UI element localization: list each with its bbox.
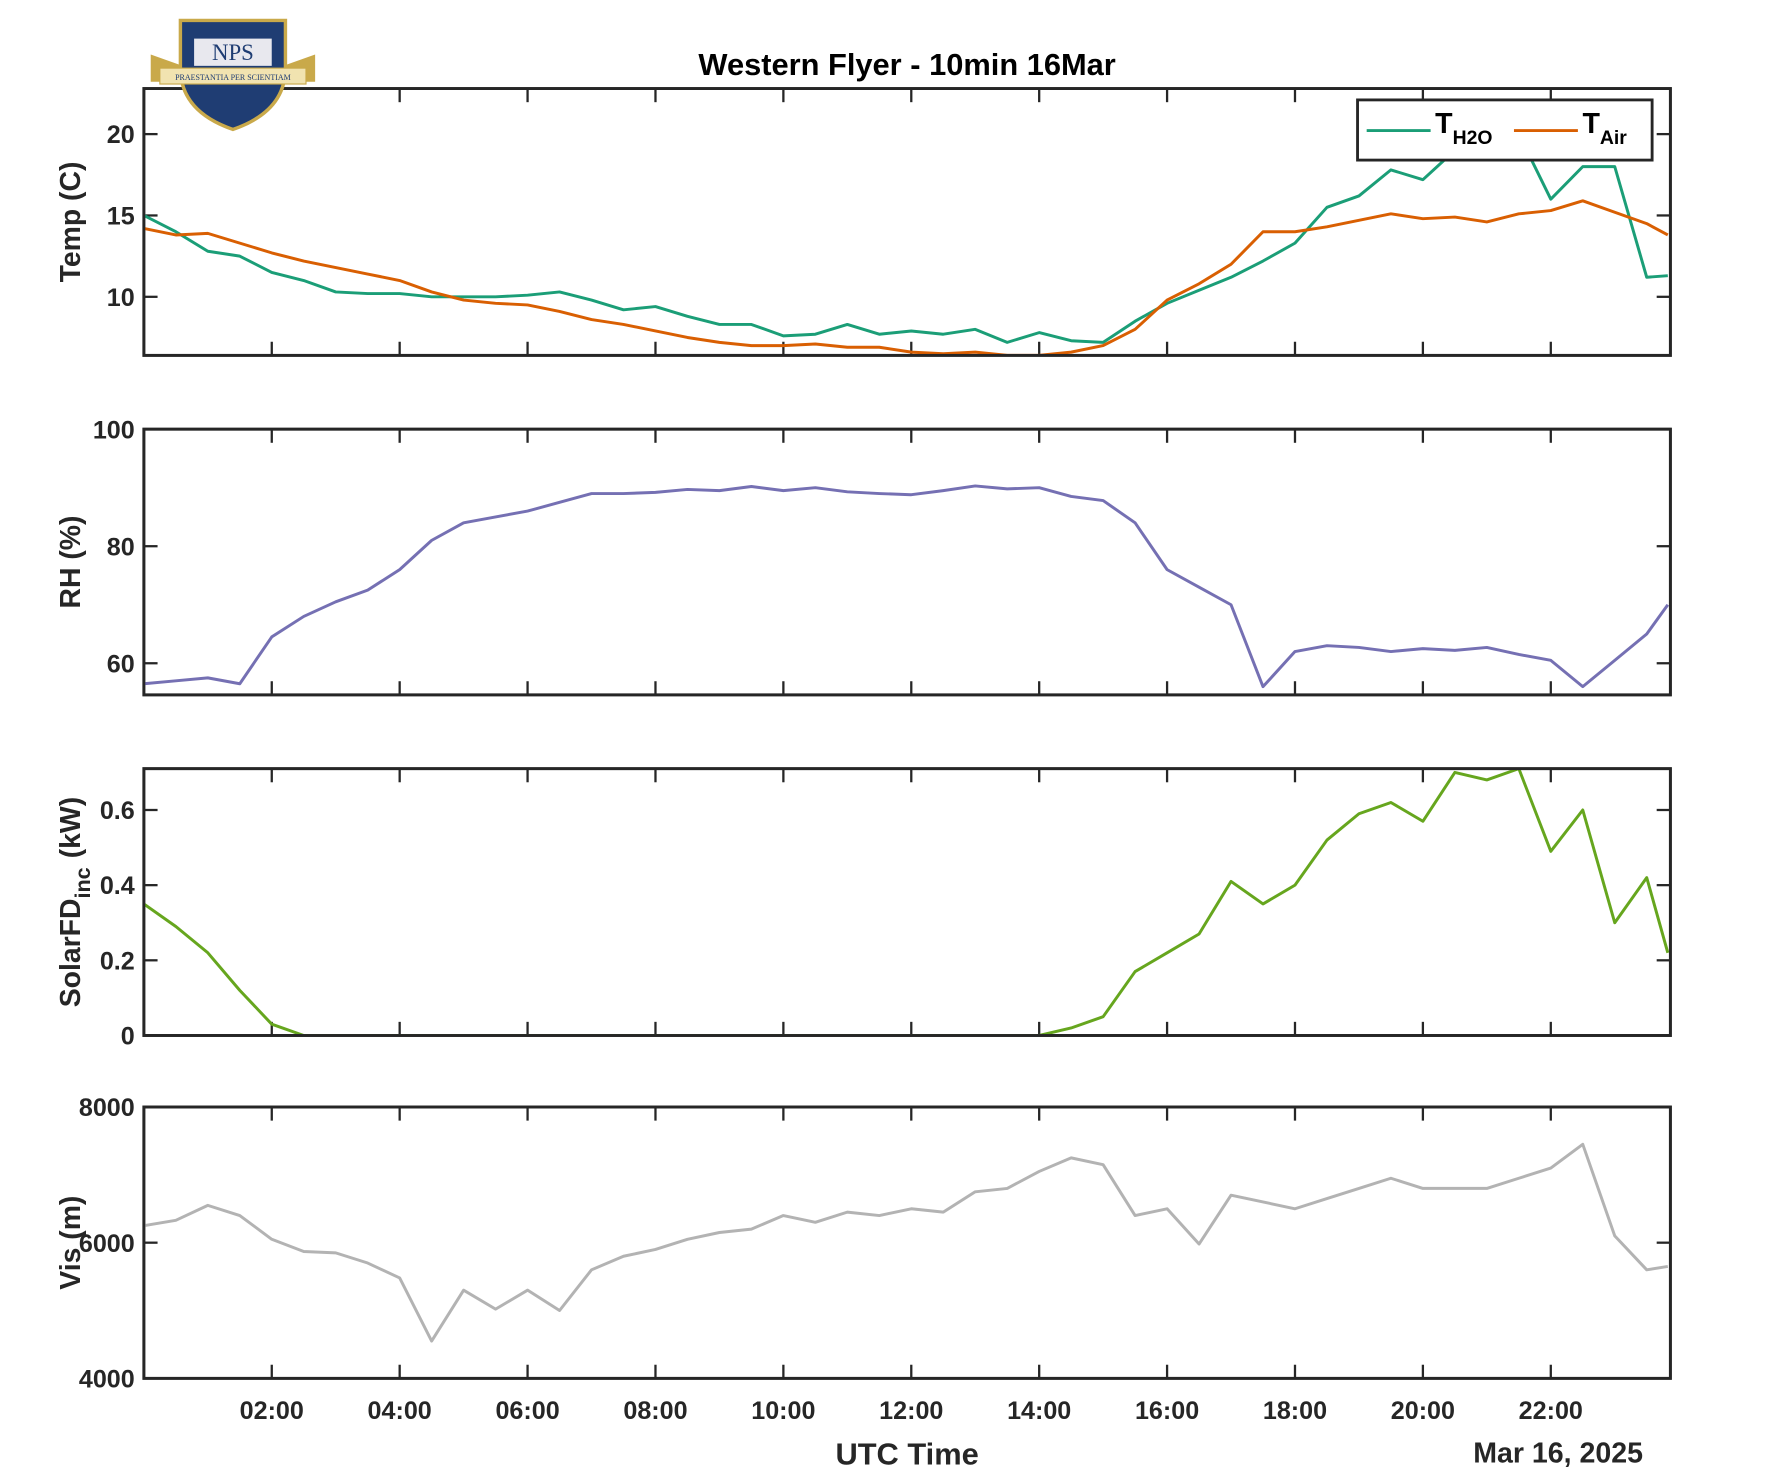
logo-plate <box>194 38 272 66</box>
legend-label-text: T <box>1582 108 1600 140</box>
axes-frame <box>142 767 1672 1037</box>
y-axis-label-text: SolarFD <box>55 899 87 1008</box>
plot-area <box>142 427 1672 697</box>
x-tick-label: 08:00 <box>623 1397 687 1425</box>
legend-label-sub: H2O <box>1453 127 1493 149</box>
y-tick-label: 4000 <box>79 1366 135 1394</box>
series-line <box>143 484 1670 689</box>
axes-frame <box>142 1105 1672 1380</box>
y-tick-label: 20 <box>107 121 135 149</box>
y-axis-label-text: Temp (C) <box>55 162 87 283</box>
y-tick-label: 0.4 <box>100 872 135 900</box>
axes: 02:00 04:00 06:00 08:00 10:00 12:00 14:00 16:00… <box>55 1094 1672 1472</box>
y-tick-label: 0.2 <box>100 947 135 975</box>
logo-banner <box>159 67 307 85</box>
axes-frame <box>142 87 1672 357</box>
series-line <box>143 1142 1669 1343</box>
x-tick-label: 22:00 <box>1519 1397 1583 1425</box>
series-line <box>143 768 1670 1036</box>
y-tick-label: 60 <box>107 650 135 678</box>
plot-area <box>142 767 1672 1037</box>
y-tick-label: 100 <box>93 416 135 444</box>
x-tick-label: 18:00 <box>1263 1397 1327 1425</box>
legend-label-sub: Air <box>1600 127 1627 149</box>
y-axis-label: Temp (C) <box>55 162 87 283</box>
legend-label: TH2O <box>1435 108 1492 149</box>
y-tick-label: 80 <box>107 533 135 561</box>
logo: NPS PRAESTANTIA PER SCIENTIAM <box>150 18 316 132</box>
y-axis-label: RH (%) <box>55 516 87 609</box>
axes: 0 0.2 0.4 0.6 SolarFDinc (kW) <box>55 767 1672 1051</box>
x-tick-label: 10:00 <box>751 1397 815 1425</box>
x-tick-label: 06:00 <box>495 1397 559 1425</box>
y-tick-label: 15 <box>107 203 135 231</box>
y-axis-label: SolarFDinc (kW) <box>55 797 95 1008</box>
legend-label-text: T <box>1435 108 1453 140</box>
y-axis-label: Vis (m) <box>55 1196 87 1290</box>
x-tick-label: 12:00 <box>879 1397 943 1425</box>
x-tick-label: 14:00 <box>1007 1397 1071 1425</box>
x-tick-label: 20:00 <box>1391 1397 1455 1425</box>
logo-motto: PRAESTANTIA PER SCIENTIAM <box>175 73 291 82</box>
legend-label: TAir <box>1582 108 1627 149</box>
x-axis-label: UTC Time <box>835 1437 978 1472</box>
axes: 60 80 100 RH (%) <box>55 416 1672 697</box>
y-axis-label-sub: inc <box>70 867 95 898</box>
y-tick-label: 0 <box>121 1023 135 1051</box>
y-axis-label-text: RH (%) <box>55 516 87 609</box>
y-axis-label-unit: (kW) <box>55 797 87 858</box>
y-tick-label: 8000 <box>79 1094 135 1122</box>
y-tick-label: 10 <box>107 284 135 312</box>
y-tick-label: 6000 <box>79 1230 135 1258</box>
axes-frame <box>142 427 1672 697</box>
x-tick-label: 02:00 <box>240 1397 304 1425</box>
y-axis-label-text: Vis (m) <box>55 1196 87 1290</box>
series-line <box>143 119 1668 344</box>
y-tick-label: 0.6 <box>100 797 135 825</box>
logo-text: NPS <box>212 40 254 65</box>
x-tick-label: 16:00 <box>1135 1397 1199 1425</box>
axes: 10 15 20 Temp (C) Western Flyer - 10min 16Ma… <box>55 47 1672 357</box>
series-line <box>143 199 1669 356</box>
date-label: Mar 16, 2025 <box>1473 1437 1643 1469</box>
plot-area <box>142 1105 1672 1380</box>
x-tick-label: 04:00 <box>368 1397 432 1425</box>
chart-title: Western Flyer - 10min 16Mar <box>698 47 1115 82</box>
